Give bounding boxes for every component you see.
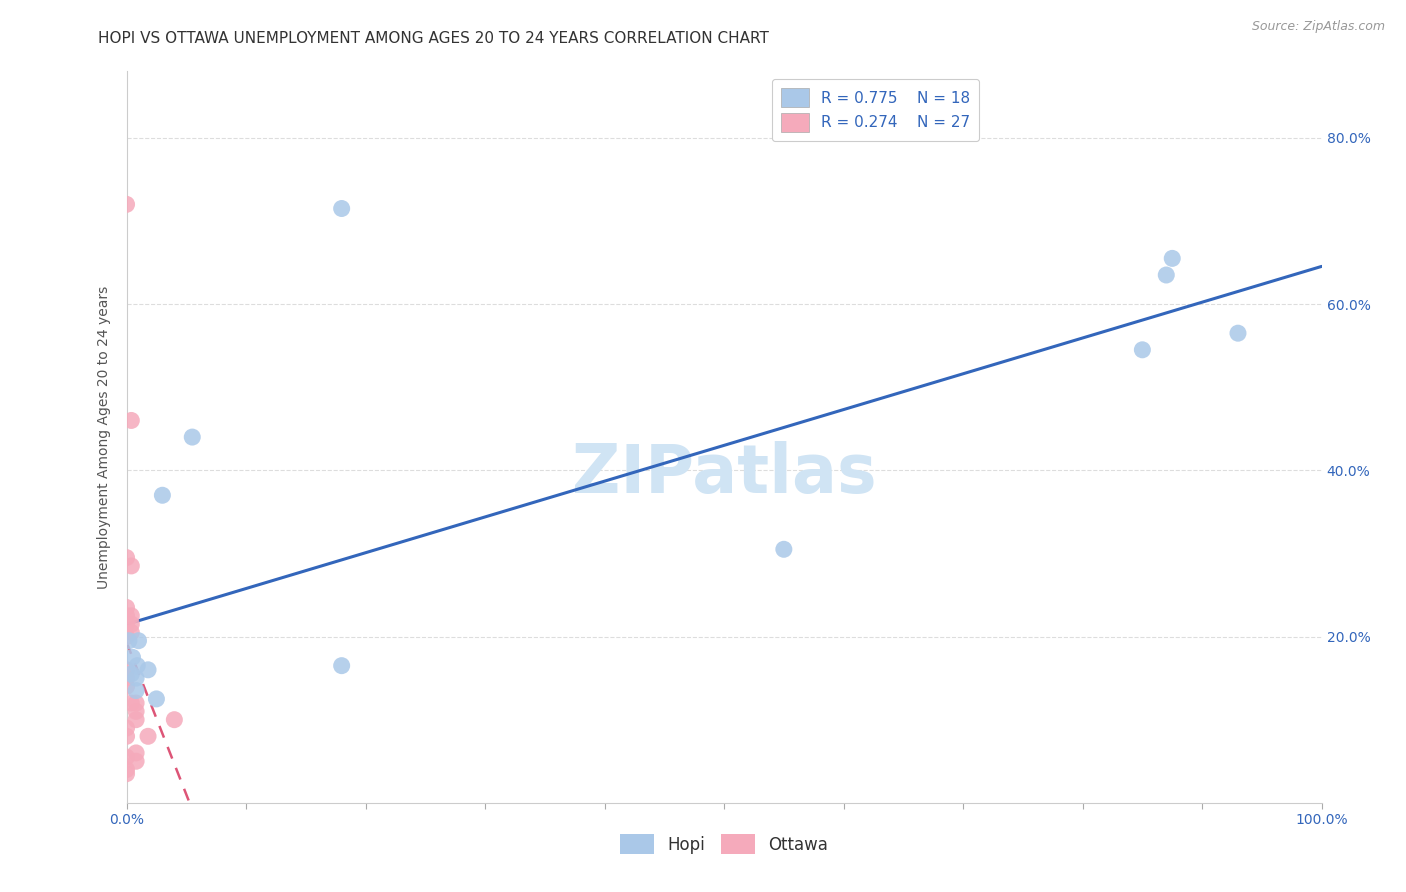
Point: [115, 663, 138, 677]
Point: [120, 608, 142, 623]
Point: [125, 705, 148, 719]
Point: [115, 671, 138, 685]
Point: [115, 766, 138, 780]
Point: [1161, 252, 1184, 266]
Point: [115, 197, 138, 211]
Point: [121, 650, 143, 665]
Point: [181, 430, 204, 444]
Point: [163, 713, 186, 727]
Point: [125, 696, 148, 710]
Point: [115, 721, 138, 735]
Point: [1130, 343, 1153, 357]
Point: [115, 608, 138, 623]
Point: [115, 550, 138, 565]
Point: [125, 683, 148, 698]
Point: [145, 692, 167, 706]
Point: [1226, 326, 1249, 341]
Point: [330, 202, 353, 216]
Point: [115, 630, 138, 644]
Point: [115, 617, 138, 632]
Point: [125, 746, 148, 760]
Text: HOPI VS OTTAWA UNEMPLOYMENT AMONG AGES 20 TO 24 YEARS CORRELATION CHART: HOPI VS OTTAWA UNEMPLOYMENT AMONG AGES 2…: [98, 31, 769, 46]
Point: [125, 754, 148, 768]
Point: [120, 696, 142, 710]
Point: [115, 680, 138, 694]
Point: [120, 617, 142, 632]
Point: [120, 413, 142, 427]
Point: [330, 658, 353, 673]
Point: [115, 729, 138, 743]
Point: [118, 633, 141, 648]
Y-axis label: Unemployment Among Ages 20 to 24 years: Unemployment Among Ages 20 to 24 years: [97, 285, 111, 589]
Text: ZIPatlas: ZIPatlas: [572, 441, 876, 507]
Point: [120, 558, 142, 573]
Point: [125, 713, 148, 727]
Point: [150, 488, 174, 502]
Point: [136, 663, 159, 677]
Point: [115, 763, 138, 777]
Point: [1154, 268, 1177, 282]
Point: [136, 729, 159, 743]
Point: [115, 750, 138, 764]
Point: [127, 633, 149, 648]
Legend: Hopi, Ottawa: Hopi, Ottawa: [613, 828, 835, 860]
Point: [127, 658, 149, 673]
Text: Source: ZipAtlas.com: Source: ZipAtlas.com: [1251, 20, 1385, 33]
Point: [125, 671, 148, 685]
Point: [120, 625, 142, 640]
Point: [773, 542, 796, 557]
Point: [120, 667, 142, 681]
Point: [115, 600, 138, 615]
